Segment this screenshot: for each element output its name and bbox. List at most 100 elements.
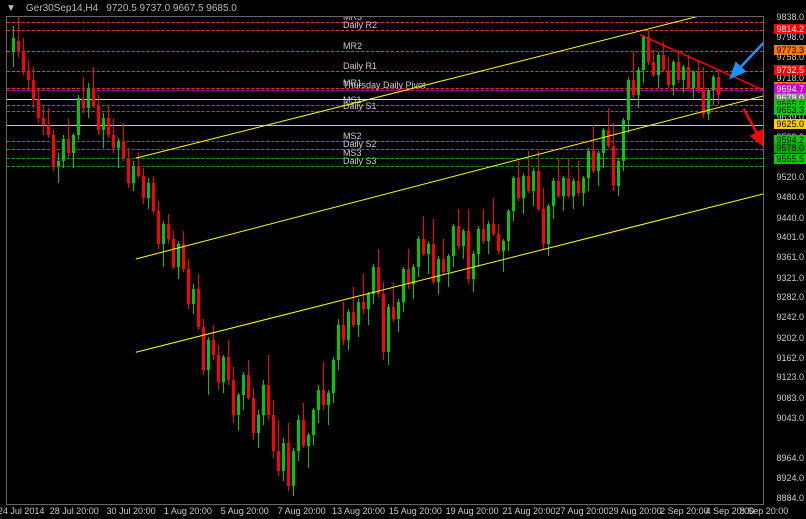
candle-body bbox=[507, 211, 510, 241]
dropdown-icon[interactable]: ▼ bbox=[6, 3, 16, 14]
candle-body bbox=[452, 226, 455, 256]
price-level-box: 9653.3 bbox=[774, 105, 806, 115]
candle-body bbox=[392, 307, 395, 320]
candle-body bbox=[412, 267, 415, 285]
candle-body bbox=[377, 267, 380, 295]
candle-body bbox=[372, 267, 375, 295]
candle-body bbox=[177, 244, 180, 267]
candle-body bbox=[542, 209, 545, 244]
x-tick: 27 Aug 20:00 bbox=[556, 506, 609, 516]
y-axis: 9838.09798.09758.09718.09678.09639.09599… bbox=[764, 16, 806, 505]
x-tick: 13 Aug 20:00 bbox=[332, 506, 385, 516]
candle-body bbox=[547, 206, 550, 244]
candle-body bbox=[687, 67, 690, 87]
candle-body bbox=[477, 229, 480, 254]
candle-body bbox=[162, 224, 165, 244]
candle-body bbox=[87, 88, 90, 108]
price-level-box: 9732.5 bbox=[774, 65, 806, 75]
x-tick: 2 Sep 20:00 bbox=[660, 506, 709, 516]
candle-body bbox=[402, 269, 405, 302]
candle-body bbox=[607, 130, 610, 145]
price-plot[interactable]: MR3Daily R2MR2Daily R1MR1Thursday Daily … bbox=[6, 16, 764, 505]
candle-body bbox=[207, 340, 210, 370]
x-tick: 8 Sep 20:00 bbox=[740, 506, 789, 516]
candle-body bbox=[422, 239, 425, 254]
candle-body bbox=[107, 118, 110, 136]
candle-body bbox=[272, 415, 275, 450]
pivot-line bbox=[7, 111, 763, 112]
y-tick: 9282.0 bbox=[776, 292, 804, 302]
candle-body bbox=[182, 244, 185, 269]
candle-body bbox=[187, 269, 190, 304]
candle-body bbox=[227, 357, 230, 380]
candle-body bbox=[52, 135, 55, 165]
candle-body bbox=[712, 77, 715, 90]
candle-body bbox=[257, 415, 260, 433]
candle-body bbox=[197, 289, 200, 327]
candle-body bbox=[277, 451, 280, 471]
candle-body bbox=[102, 118, 105, 131]
y-tick: 9242.0 bbox=[776, 312, 804, 322]
pivot-label: Daily S3 bbox=[343, 156, 377, 166]
candle-body bbox=[557, 181, 560, 196]
x-tick: 29 Aug 20:00 bbox=[609, 506, 662, 516]
candle-body bbox=[232, 380, 235, 415]
candle-body bbox=[652, 62, 655, 75]
candle-body bbox=[357, 302, 360, 325]
candle-body bbox=[307, 435, 310, 445]
candle-body bbox=[397, 302, 400, 320]
candle-body bbox=[407, 269, 410, 284]
pivot-label: Daily S1 bbox=[343, 101, 377, 111]
candle-body bbox=[127, 158, 130, 183]
price-level-box: 9814.2 bbox=[774, 24, 806, 34]
candle-body bbox=[522, 176, 525, 199]
candle-body bbox=[247, 375, 250, 398]
x-axis: 24 Jul 201428 Jul 20:0030 Jul 20:001 Aug… bbox=[6, 506, 764, 518]
candle-body bbox=[172, 239, 175, 267]
candle-body bbox=[367, 294, 370, 309]
candle-body bbox=[577, 181, 580, 194]
candle-body bbox=[212, 340, 215, 355]
candle-body bbox=[92, 88, 95, 106]
candle-body bbox=[47, 125, 50, 135]
candle-body bbox=[42, 118, 45, 126]
candle-body bbox=[457, 226, 460, 246]
y-tick: 8924.0 bbox=[776, 473, 804, 483]
candle-body bbox=[222, 357, 225, 382]
candle-body bbox=[322, 390, 325, 405]
candle-body bbox=[467, 231, 470, 279]
candle-body bbox=[637, 70, 640, 95]
y-tick: 9440.0 bbox=[776, 213, 804, 223]
y-tick: 9321.0 bbox=[776, 273, 804, 283]
y-tick: 8884.0 bbox=[776, 493, 804, 503]
channel-mid bbox=[136, 88, 764, 259]
candle-body bbox=[332, 360, 335, 393]
x-tick: 24 Jul 2014 bbox=[0, 506, 44, 516]
pivot-line bbox=[7, 105, 763, 106]
y-tick: 9361.0 bbox=[776, 252, 804, 262]
x-tick: 15 Aug 20:00 bbox=[389, 506, 442, 516]
candle-body bbox=[122, 141, 125, 159]
candle-body bbox=[147, 183, 150, 198]
candle-body bbox=[167, 224, 170, 239]
candle-body bbox=[617, 161, 620, 186]
pivot-label: Daily R2 bbox=[343, 20, 377, 30]
candle-body bbox=[117, 141, 120, 149]
price-level-box: 9555.5 bbox=[774, 154, 806, 164]
candle-body bbox=[317, 390, 320, 410]
candle-body bbox=[267, 385, 270, 415]
x-tick: 28 Jul 20:00 bbox=[50, 506, 99, 516]
candle-body bbox=[352, 312, 355, 325]
candle-body bbox=[587, 151, 590, 179]
candle-body bbox=[662, 55, 665, 70]
y-tick: 9480.0 bbox=[776, 192, 804, 202]
x-tick: 30 Jul 20:00 bbox=[107, 506, 156, 516]
candle-body bbox=[237, 395, 240, 415]
candle-body bbox=[97, 105, 100, 130]
candle-body bbox=[72, 135, 75, 153]
candle-body bbox=[612, 146, 615, 186]
candle-body bbox=[427, 244, 430, 254]
candle-body bbox=[37, 99, 40, 118]
candle-body bbox=[672, 62, 675, 85]
chart-window: ▼ Ger30Sep14,H4 9720.5 9737.0 9667.5 968… bbox=[0, 0, 806, 519]
